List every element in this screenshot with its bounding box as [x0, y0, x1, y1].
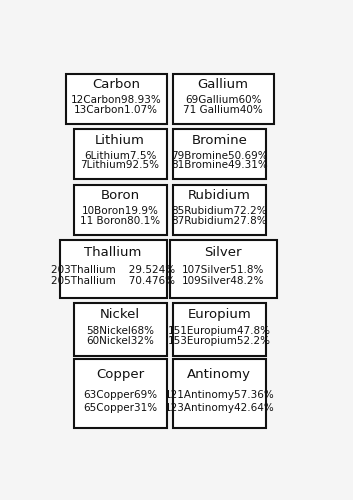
FancyBboxPatch shape — [173, 304, 266, 356]
Text: 10Boron19.9%: 10Boron19.9% — [82, 206, 158, 216]
Text: 71 Gallium40%: 71 Gallium40% — [183, 104, 263, 115]
Text: 81Bromine49.31%: 81Bromine49.31% — [171, 160, 268, 170]
Text: Silver: Silver — [204, 246, 242, 260]
FancyBboxPatch shape — [60, 240, 167, 298]
Text: 63Copper69%: 63Copper69% — [83, 390, 157, 400]
Text: Antinomy: Antinomy — [187, 368, 251, 380]
Text: Rubidium: Rubidium — [188, 190, 251, 202]
Text: Lithium: Lithium — [95, 134, 145, 147]
Text: 123Antinomy42.64%: 123Antinomy42.64% — [164, 404, 274, 413]
FancyBboxPatch shape — [73, 304, 167, 356]
Text: 13Carbon1.07%: 13Carbon1.07% — [74, 104, 158, 115]
Text: 58Nickel68%: 58Nickel68% — [86, 326, 154, 336]
Text: 7Lithium92.5%: 7Lithium92.5% — [80, 160, 160, 170]
Text: 6Lithium7.5%: 6Lithium7.5% — [84, 150, 156, 160]
Text: 12Carbon98.93%: 12Carbon98.93% — [71, 95, 162, 105]
FancyBboxPatch shape — [173, 359, 266, 428]
Text: 205Thallium    70.476%: 205Thallium 70.476% — [51, 276, 175, 286]
Text: 109Silver48.2%: 109Silver48.2% — [182, 276, 264, 286]
FancyBboxPatch shape — [73, 184, 167, 235]
Text: 203Thallium    29.524%: 203Thallium 29.524% — [51, 266, 175, 276]
Text: Nickel: Nickel — [100, 308, 140, 322]
Text: 151Europium47.8%: 151Europium47.8% — [168, 326, 271, 336]
Text: Carbon: Carbon — [92, 78, 140, 92]
FancyBboxPatch shape — [173, 130, 266, 180]
Text: 65Copper31%: 65Copper31% — [83, 404, 157, 413]
Text: 60Nickel32%: 60Nickel32% — [86, 336, 154, 346]
FancyBboxPatch shape — [73, 130, 167, 180]
Text: 87Rubidium27.8%: 87Rubidium27.8% — [172, 216, 267, 226]
Text: 153Europium52.2%: 153Europium52.2% — [168, 336, 271, 346]
Text: Thallium: Thallium — [84, 246, 142, 260]
Text: Copper: Copper — [96, 368, 144, 380]
FancyBboxPatch shape — [173, 74, 274, 124]
Text: Bromine: Bromine — [191, 134, 247, 147]
Text: 79Bromine50.69%: 79Bromine50.69% — [171, 150, 268, 160]
Text: Europium: Europium — [187, 308, 251, 322]
FancyBboxPatch shape — [170, 240, 277, 298]
Text: 107Silver51.8%: 107Silver51.8% — [182, 266, 264, 276]
Text: 85Rubidium72.2%: 85Rubidium72.2% — [172, 206, 267, 216]
Text: 11 Boron80.1%: 11 Boron80.1% — [80, 216, 160, 226]
Text: 121Antinomy57.36%: 121Antinomy57.36% — [164, 390, 274, 400]
FancyBboxPatch shape — [66, 74, 167, 124]
Text: 69Gallium60%: 69Gallium60% — [185, 95, 262, 105]
Text: Gallium: Gallium — [198, 78, 249, 92]
Text: Boron: Boron — [101, 190, 140, 202]
FancyBboxPatch shape — [173, 184, 266, 235]
FancyBboxPatch shape — [73, 359, 167, 428]
